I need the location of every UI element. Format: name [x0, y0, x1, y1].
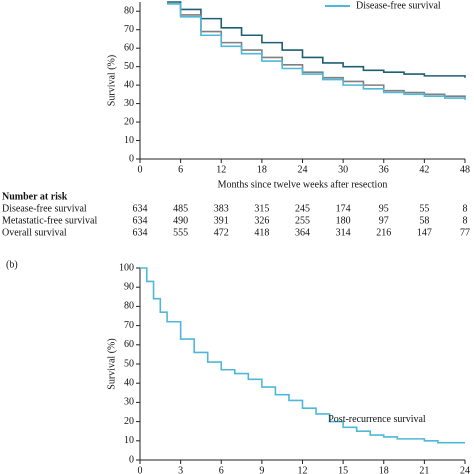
x-tick-label: 0: [138, 164, 143, 175]
risk-count: 58: [419, 215, 429, 226]
y-tick-label: 60: [124, 339, 134, 350]
risk-count: 97: [379, 215, 389, 226]
y-tick-label: 80: [124, 6, 134, 17]
x-tick-label: 6: [178, 164, 183, 175]
risk-count: 383: [214, 203, 229, 214]
x-tick-label: 15: [338, 465, 348, 474]
survival-curve: [140, 267, 465, 444]
risk-count: 634: [133, 227, 148, 238]
x-tick-label: 24: [460, 465, 470, 474]
risk-count: 391: [214, 215, 229, 226]
y-tick-label: 50: [124, 358, 134, 369]
x-tick-label: 6: [219, 465, 224, 474]
y-tick-label: 50: [124, 61, 134, 72]
legend-label: Disease-free survival: [356, 0, 441, 11]
survival-curve: [167, 1, 466, 78]
x-tick-label: 3: [178, 465, 183, 474]
risk-count: 8: [463, 215, 468, 226]
x-tick-label: 24: [298, 164, 308, 175]
annotation: Post-recurrence survival: [328, 414, 426, 425]
risk-count: 315: [254, 203, 269, 214]
risk-count: 147: [417, 227, 432, 238]
y-tick-label: 30: [124, 98, 134, 109]
y-axis-label: Survival (%): [106, 338, 117, 389]
y-tick-label: 10: [124, 435, 134, 446]
risk-count: 77: [460, 227, 470, 238]
risk-count: 180: [336, 215, 351, 226]
risk-count: 174: [336, 203, 351, 214]
x-tick-label: 18: [379, 465, 389, 474]
risk-count: 326: [254, 215, 269, 226]
risk-count: 634: [133, 215, 148, 226]
risk-count: 55: [419, 203, 429, 214]
risk-count: 255: [295, 215, 310, 226]
risk-count: 95: [379, 203, 389, 214]
x-tick-label: 18: [257, 164, 267, 175]
x-tick-label: 48: [460, 164, 470, 175]
y-tick-label: 0: [129, 454, 134, 465]
y-tick-label: 70: [124, 320, 134, 331]
risk-table-title: Number at risk: [2, 191, 68, 202]
y-tick-label: 20: [124, 116, 134, 127]
y-tick-label: 10: [124, 135, 134, 146]
x-tick-label: 21: [419, 465, 429, 474]
y-tick-label: 0: [129, 153, 134, 164]
survival-curve: [167, 3, 466, 100]
y-tick-label: 20: [124, 416, 134, 427]
y-tick-label: 60: [124, 42, 134, 53]
risk-row-name: Overall survival: [2, 227, 67, 238]
y-tick-label: 40: [124, 377, 134, 388]
risk-count: 216: [376, 227, 391, 238]
x-tick-label: 42: [419, 164, 429, 175]
risk-count: 490: [173, 215, 188, 226]
survival-curve: [167, 3, 466, 99]
risk-row-name: Disease-free survival: [2, 203, 87, 214]
risk-row-name: Metastatic-free survival: [2, 215, 97, 226]
risk-count: 245: [295, 203, 310, 214]
x-tick-label: 36: [379, 164, 389, 175]
risk-count: 314: [336, 227, 351, 238]
y-tick-label: 30: [124, 397, 134, 408]
risk-count: 555: [173, 227, 188, 238]
y-tick-label: 40: [124, 79, 134, 90]
y-tick-label: 70: [124, 24, 134, 35]
risk-count: 634: [133, 203, 148, 214]
panel-label: (b): [6, 259, 18, 270]
x-axis-label: Months since twelve weeks after resectio…: [218, 179, 388, 190]
risk-count: 485: [173, 203, 188, 214]
risk-count: 418: [254, 227, 269, 238]
x-tick-label: 12: [216, 164, 226, 175]
risk-count: 8: [463, 203, 468, 214]
y-axis-label: Survival (%): [106, 55, 117, 106]
y-tick-label: 100: [119, 262, 134, 273]
risk-count: 364: [295, 227, 310, 238]
y-tick-label: 90: [124, 281, 134, 292]
x-tick-label: 0: [138, 465, 143, 474]
x-tick-label: 12: [298, 465, 308, 474]
risk-count: 472: [214, 227, 229, 238]
y-tick-label: 80: [124, 301, 134, 312]
x-tick-label: 9: [259, 465, 264, 474]
x-tick-label: 30: [338, 164, 348, 175]
